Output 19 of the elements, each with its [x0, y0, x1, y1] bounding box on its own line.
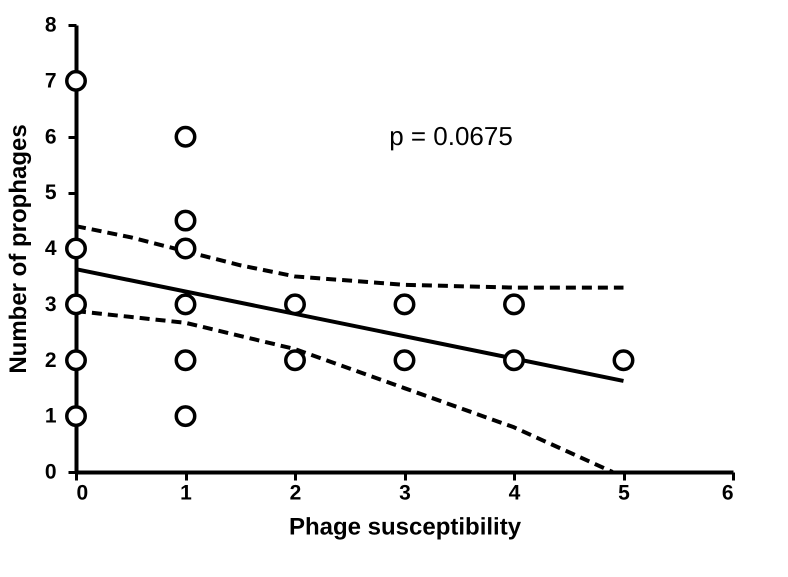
y-tick-label: 4: [44, 237, 57, 260]
y-tick-label: 5: [44, 181, 57, 204]
y-tick-label: 2: [44, 348, 56, 372]
x-tick-label: 3: [399, 482, 411, 504]
y-tick-label: 3: [44, 292, 56, 316]
y-tick-label: 8: [44, 14, 57, 36]
y-axis-title: Number of prophages: [4, 124, 32, 374]
x-tick-label: 1: [180, 482, 192, 504]
x-tick-label: 2: [290, 482, 302, 504]
x-tick-label: 0: [76, 482, 88, 504]
y-tick-label: 1: [44, 404, 57, 428]
y-tick-label: 6: [44, 125, 56, 148]
x-tick-label: 4: [508, 482, 521, 504]
y-tick-label: 0: [44, 460, 56, 484]
x-tick-label: 5: [618, 482, 630, 504]
x-tick-label: 6: [722, 482, 734, 504]
annotation: p = 0.0675: [389, 121, 513, 151]
x-axis-title: Phage susceptibility: [288, 514, 522, 540]
y-tick-label: 7: [44, 69, 56, 92]
